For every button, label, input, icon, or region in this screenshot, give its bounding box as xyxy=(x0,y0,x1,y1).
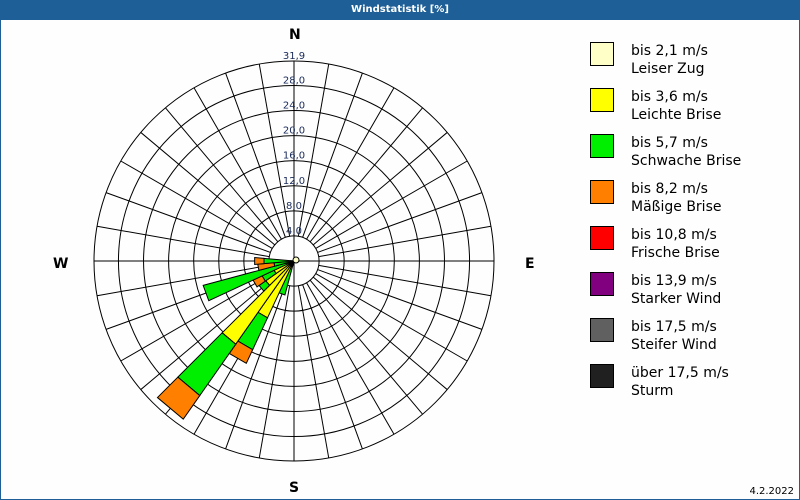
legend-swatch xyxy=(590,318,614,342)
ring-label: 28,0 xyxy=(283,75,305,86)
compass-south-label: S xyxy=(289,480,300,496)
legend-swatch xyxy=(590,42,614,66)
ring-label: 12,0 xyxy=(283,176,305,187)
legend-name: Schwache Brise xyxy=(631,153,742,169)
legend-name: Leichte Brise xyxy=(631,107,722,123)
legend-swatch xyxy=(590,88,614,112)
legend-name: Frische Brise xyxy=(631,245,720,261)
legend-name: Mäßige Brise xyxy=(631,199,722,215)
legend-range: bis 17,5 m/s xyxy=(631,319,717,335)
ring-label: 24,0 xyxy=(283,101,305,112)
legend-range: bis 13,9 m/s xyxy=(631,273,717,289)
legend-swatch xyxy=(590,272,614,296)
legend-range: bis 5,7 m/s xyxy=(631,135,708,151)
legend-swatch xyxy=(590,180,614,204)
ring-label: 20,0 xyxy=(283,126,305,137)
ring-label: 8,0 xyxy=(286,201,302,212)
legend-range: bis 10,8 m/s xyxy=(631,227,717,243)
legend-range: bis 3,6 m/s xyxy=(631,89,708,105)
wind-bar-segment xyxy=(156,376,201,420)
wind-bar-segment xyxy=(254,257,265,265)
legend-range: bis 8,2 m/s xyxy=(631,181,708,197)
legend-name: Steifer Wind xyxy=(631,337,717,353)
ring-label: 16,0 xyxy=(283,151,305,162)
legend-swatch xyxy=(590,134,614,158)
date-label: 4.2.2022 xyxy=(749,486,794,497)
legend-range: über 17,5 m/s xyxy=(631,365,729,381)
legend-range: bis 2,1 m/s xyxy=(631,43,708,59)
ring-label: 31,9 xyxy=(283,51,305,62)
legend-name: Sturm xyxy=(631,383,674,399)
legend-swatch xyxy=(590,226,614,250)
window-title: Windstatistik [%] xyxy=(0,0,800,20)
compass-north-label: N xyxy=(289,27,301,43)
legend-name: Starker Wind xyxy=(631,291,722,307)
ring-label: 4,0 xyxy=(286,226,302,237)
legend-name: Leiser Zug xyxy=(631,61,705,77)
compass-west-label: W xyxy=(53,256,69,272)
legend-swatch xyxy=(590,364,614,388)
compass-east-label: E xyxy=(525,256,535,272)
